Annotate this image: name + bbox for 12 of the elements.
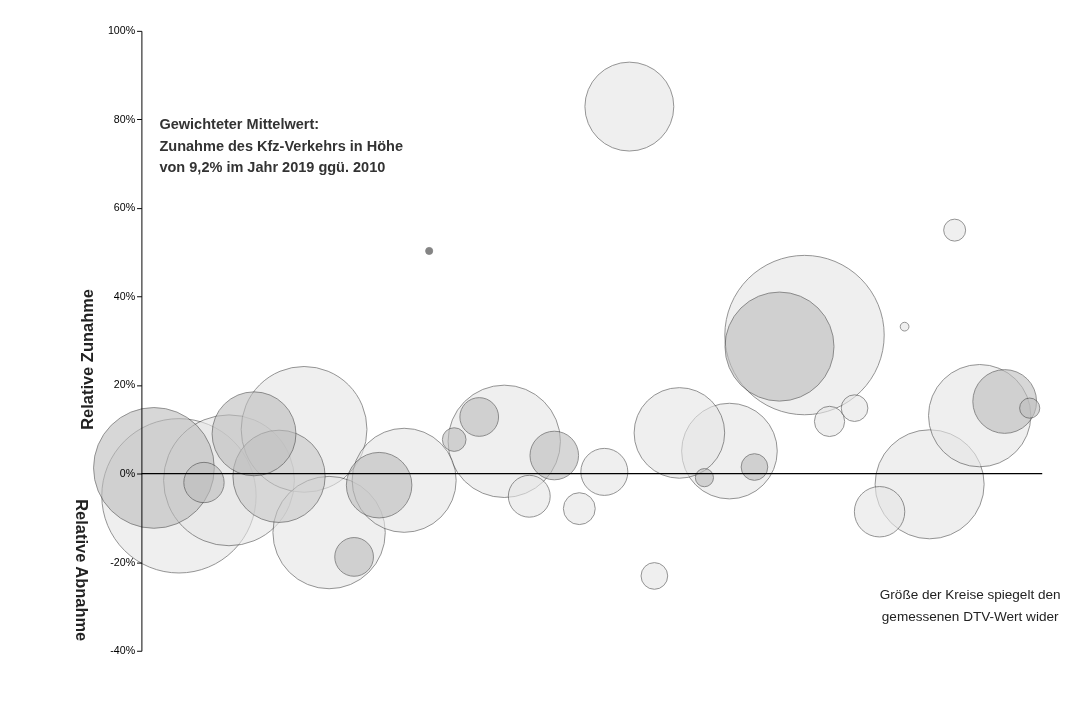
y-tick-label: 20% (113, 378, 136, 391)
annotation: Größe der Kreise spiegelt den gemessenen DTV-Wert wider (879, 587, 1061, 624)
text: Relative Abnahme (72, 499, 91, 642)
annotation: Gewichteter Mittelwert: Zunahme des Kfz-Verkehrs in Höhe von 9,2% im Jahr 2019 ggü. 2010 (159, 116, 404, 175)
y-tick-label: -20% (110, 555, 136, 568)
y-tick-label: -40% (110, 644, 136, 657)
y-tick-label: 0% (119, 467, 136, 480)
y-tick-label: 80% (113, 112, 136, 125)
y-tick-label: 40% (113, 289, 136, 302)
y-axis-title: Relative Zunahme (77, 289, 96, 430)
y-tick-label: 100% (107, 24, 136, 37)
y-tick-label: 60% (113, 201, 136, 214)
